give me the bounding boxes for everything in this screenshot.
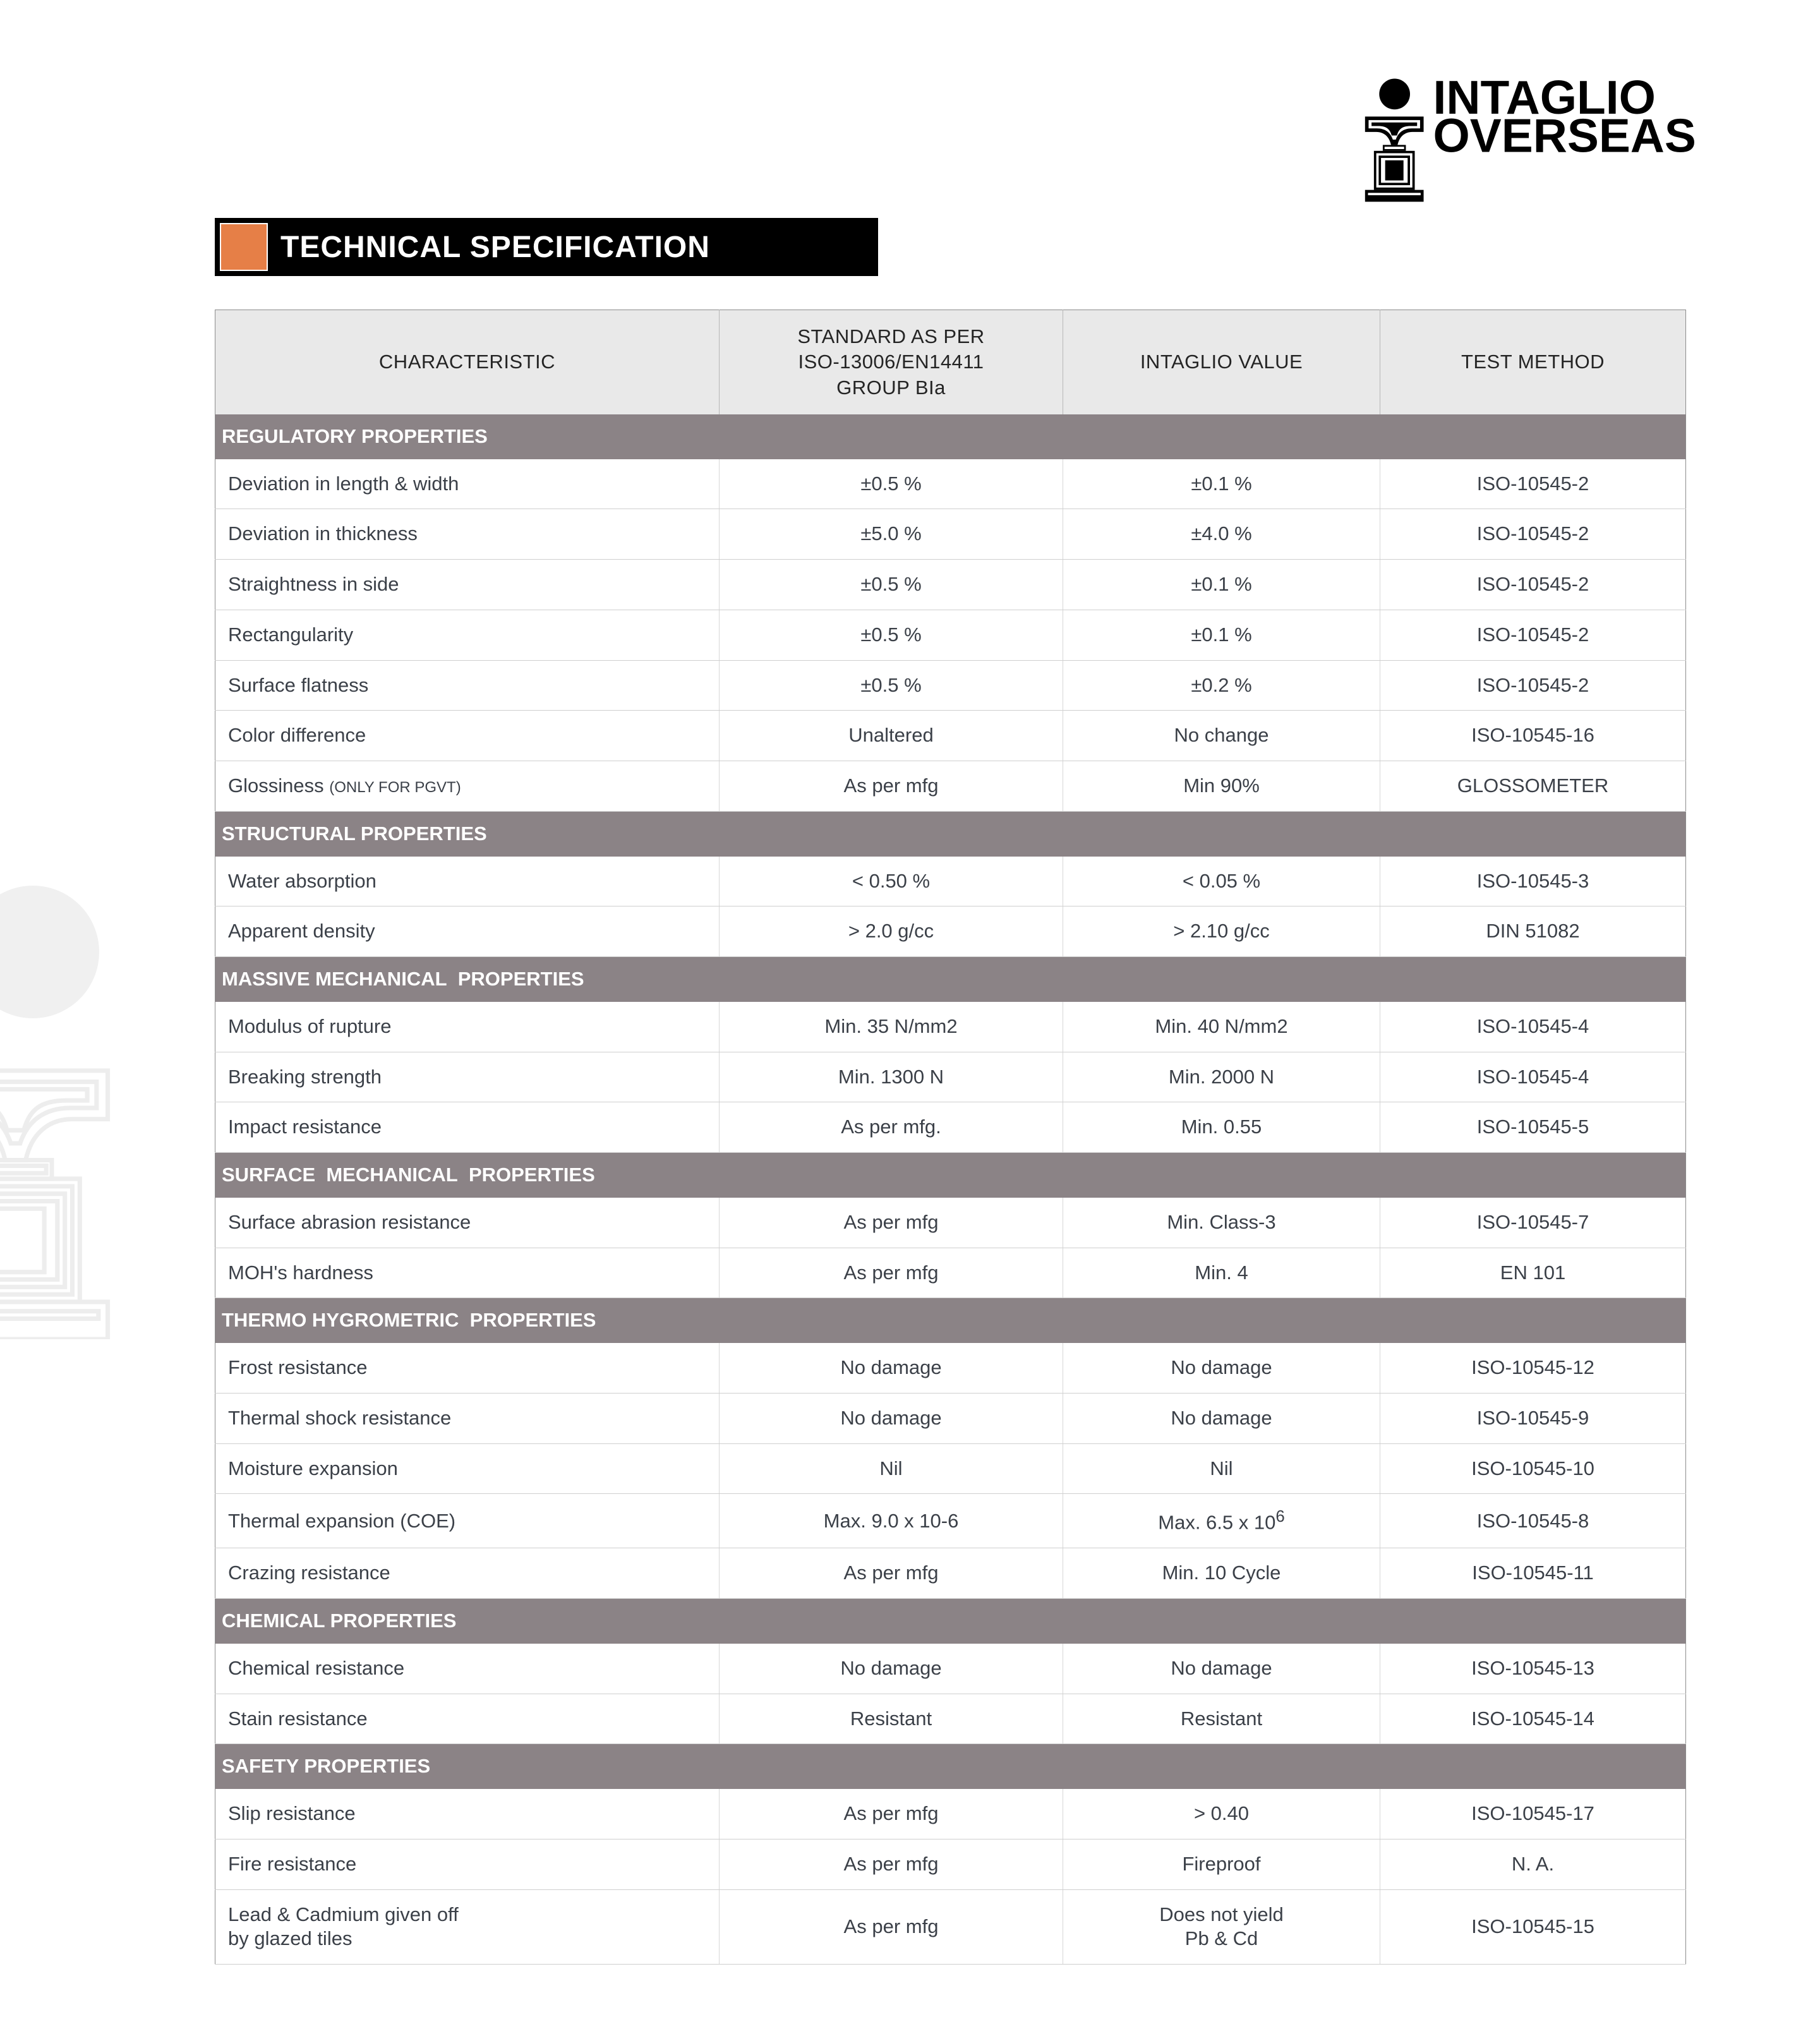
svg-text:OVERSEAS: OVERSEAS (1433, 109, 1696, 162)
